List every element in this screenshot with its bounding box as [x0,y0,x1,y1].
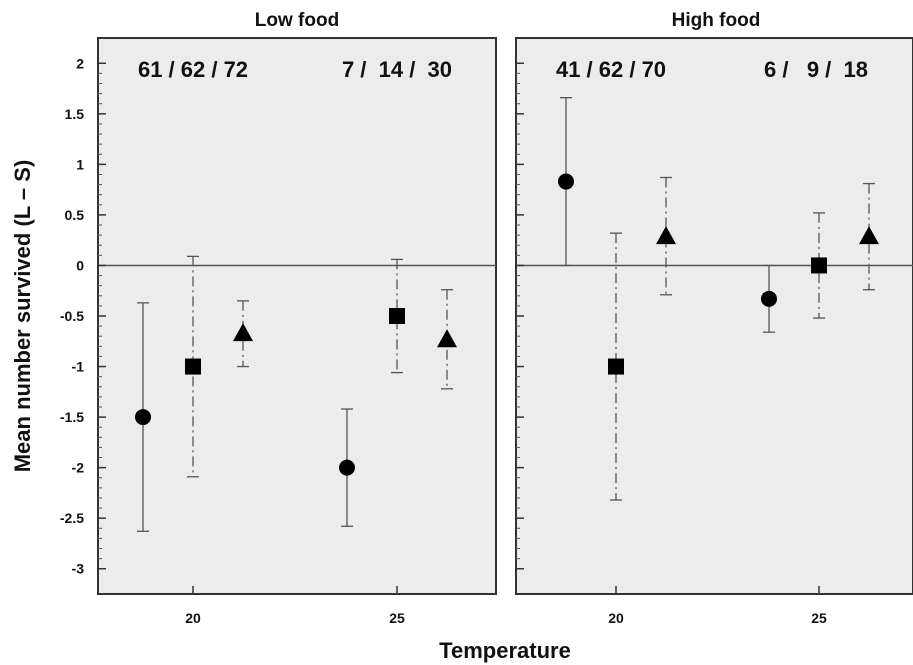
x-axis-title: Temperature [439,638,571,663]
y-tick-label: -2.5 [60,510,84,526]
x-tick-label: 25 [811,610,827,626]
x-tick-label: 25 [389,610,405,626]
x-axis: 20 25 [185,586,405,626]
y-axis: 2 1.5 1 0.5 0 -0.5 -1 -1.5 -2 -2.5 -3 [60,55,524,577]
y-axis-title: Mean number survived (L – S) [10,160,35,473]
data-point-square [389,308,405,324]
y-tick-label: 0 [76,257,84,273]
y-tick-label: -3 [72,561,85,577]
data-point-square [608,358,624,375]
data-point-square [811,257,827,274]
data-point-circle [135,409,151,426]
count-label: 61 / 62 / 72 [138,57,248,82]
x-tick-label: 20 [185,610,201,626]
count-label: 7 / 14 / 30 [342,57,452,82]
data-point-triangle [233,323,253,342]
y-tick-label: -2 [72,460,85,476]
count-label: 6 / 9 / 18 [764,57,868,82]
panel-background [97,37,497,595]
data-point-circle [558,173,574,190]
y-tick-label: 1.5 [65,106,85,122]
panel-low-food: Low food 61 / 62 / 72 7 / 14 / 30 20 25 [97,10,497,626]
y-tick-label: -1.5 [60,409,84,425]
panel-title: High food [672,10,761,31]
panel-marks [516,96,913,501]
y-tick-label: 1 [76,156,84,172]
y-tick-label: 2 [76,55,84,71]
y-tick-label: -0.5 [60,308,84,324]
count-label: 41 / 62 / 70 [556,57,666,82]
panel-background [515,37,913,595]
data-point-triangle [656,226,676,245]
y-tick-label: 0.5 [65,207,85,223]
x-axis: 20 25 [608,586,827,626]
x-tick-label: 20 [608,610,624,626]
data-point-triangle [437,329,457,348]
data-point-square [185,358,201,375]
data-point-circle [339,459,355,476]
data-point-triangle [859,226,879,245]
panel-marks [98,255,496,532]
data-point-circle [761,290,777,307]
y-tick-label: -1 [72,359,85,375]
panel-title: Low food [255,10,339,31]
panel-high-food: High food 41 / 62 / 70 6 / 9 / 18 20 25 [515,10,913,626]
